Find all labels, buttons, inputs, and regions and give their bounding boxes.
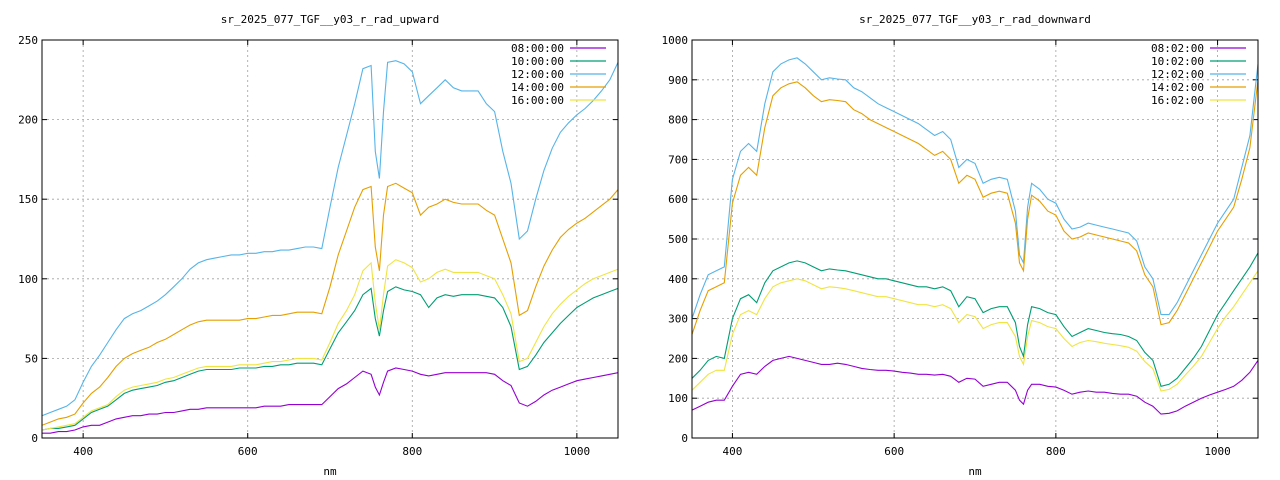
series-line-10:00:00 — [42, 286, 618, 431]
legend-label: 14:00:00 — [511, 81, 564, 94]
y-tick-label: 200 — [668, 352, 688, 365]
x-tick-label: 600 — [884, 445, 904, 458]
y-tick-label: 250 — [18, 34, 38, 47]
legend-label: 16:00:00 — [511, 94, 564, 107]
x-tick-label: 800 — [402, 445, 422, 458]
series-line-12:00:00 — [42, 60, 618, 417]
legend-label: 12:00:00 — [511, 68, 564, 81]
x-axis-label: nm — [968, 465, 982, 478]
x-tick-label: 800 — [1046, 445, 1066, 458]
series-line-08:02:00 — [692, 355, 1258, 415]
y-tick-label: 0 — [681, 432, 688, 445]
series-line-12:02:00 — [692, 57, 1258, 319]
y-tick-label: 300 — [668, 313, 688, 326]
y-tick-label: 400 — [668, 273, 688, 286]
series-line-16:02:00 — [692, 270, 1258, 392]
y-tick-label: 700 — [668, 153, 688, 166]
y-tick-label: 600 — [668, 193, 688, 206]
plot-frame — [41, 39, 619, 439]
x-tick-label: 600 — [238, 445, 258, 458]
y-tick-label: 100 — [668, 392, 688, 405]
legend-label: 08:00:00 — [511, 42, 564, 55]
x-tick-label: 1000 — [564, 445, 591, 458]
legend-label: 10:02:00 — [1151, 55, 1204, 68]
y-tick-label: 50 — [25, 352, 38, 365]
y-tick-label: 100 — [18, 273, 38, 286]
series-line-16:00:00 — [42, 259, 618, 431]
plot-frame — [691, 39, 1259, 439]
legend-label: 08:02:00 — [1151, 42, 1204, 55]
x-tick-label: 1000 — [1204, 445, 1231, 458]
y-tick-label: 500 — [668, 233, 688, 246]
chart-title: sr_2025_077_TGF__y03_r_rad_downward — [859, 13, 1091, 26]
chart-2: 400 600 800 1000 0 100 200 300 400 500 600 700 800 90… — [662, 13, 1259, 478]
chart-title: sr_2025_077_TGF__y03_r_rad_upward — [221, 13, 440, 26]
x-tick-label: 400 — [73, 445, 93, 458]
series-line-14:02:00 — [692, 79, 1258, 335]
legend-label: 12:02:00 — [1151, 68, 1204, 81]
y-tick-label: 800 — [668, 114, 688, 127]
legend-label: 10:00:00 — [511, 55, 564, 68]
y-tick-label: 1000 — [662, 34, 689, 47]
y-tick-label: 900 — [668, 74, 688, 87]
x-axis-label: nm — [323, 465, 337, 478]
x-tick-label: 400 — [722, 445, 742, 458]
y-tick-label: 200 — [18, 114, 38, 127]
series-line-08:00:00 — [42, 367, 618, 434]
legend-label: 14:02:00 — [1151, 81, 1204, 94]
legend-label: 16:02:00 — [1151, 94, 1204, 107]
chart-1: 400 600 800 1000 0 50 100 150 200 250 sr_2025_077_… — [18, 13, 619, 478]
y-tick-label: 150 — [18, 193, 38, 206]
series-line-10:02:00 — [692, 252, 1258, 387]
series-line-14:00:00 — [42, 182, 618, 426]
y-tick-label: 0 — [31, 432, 38, 445]
